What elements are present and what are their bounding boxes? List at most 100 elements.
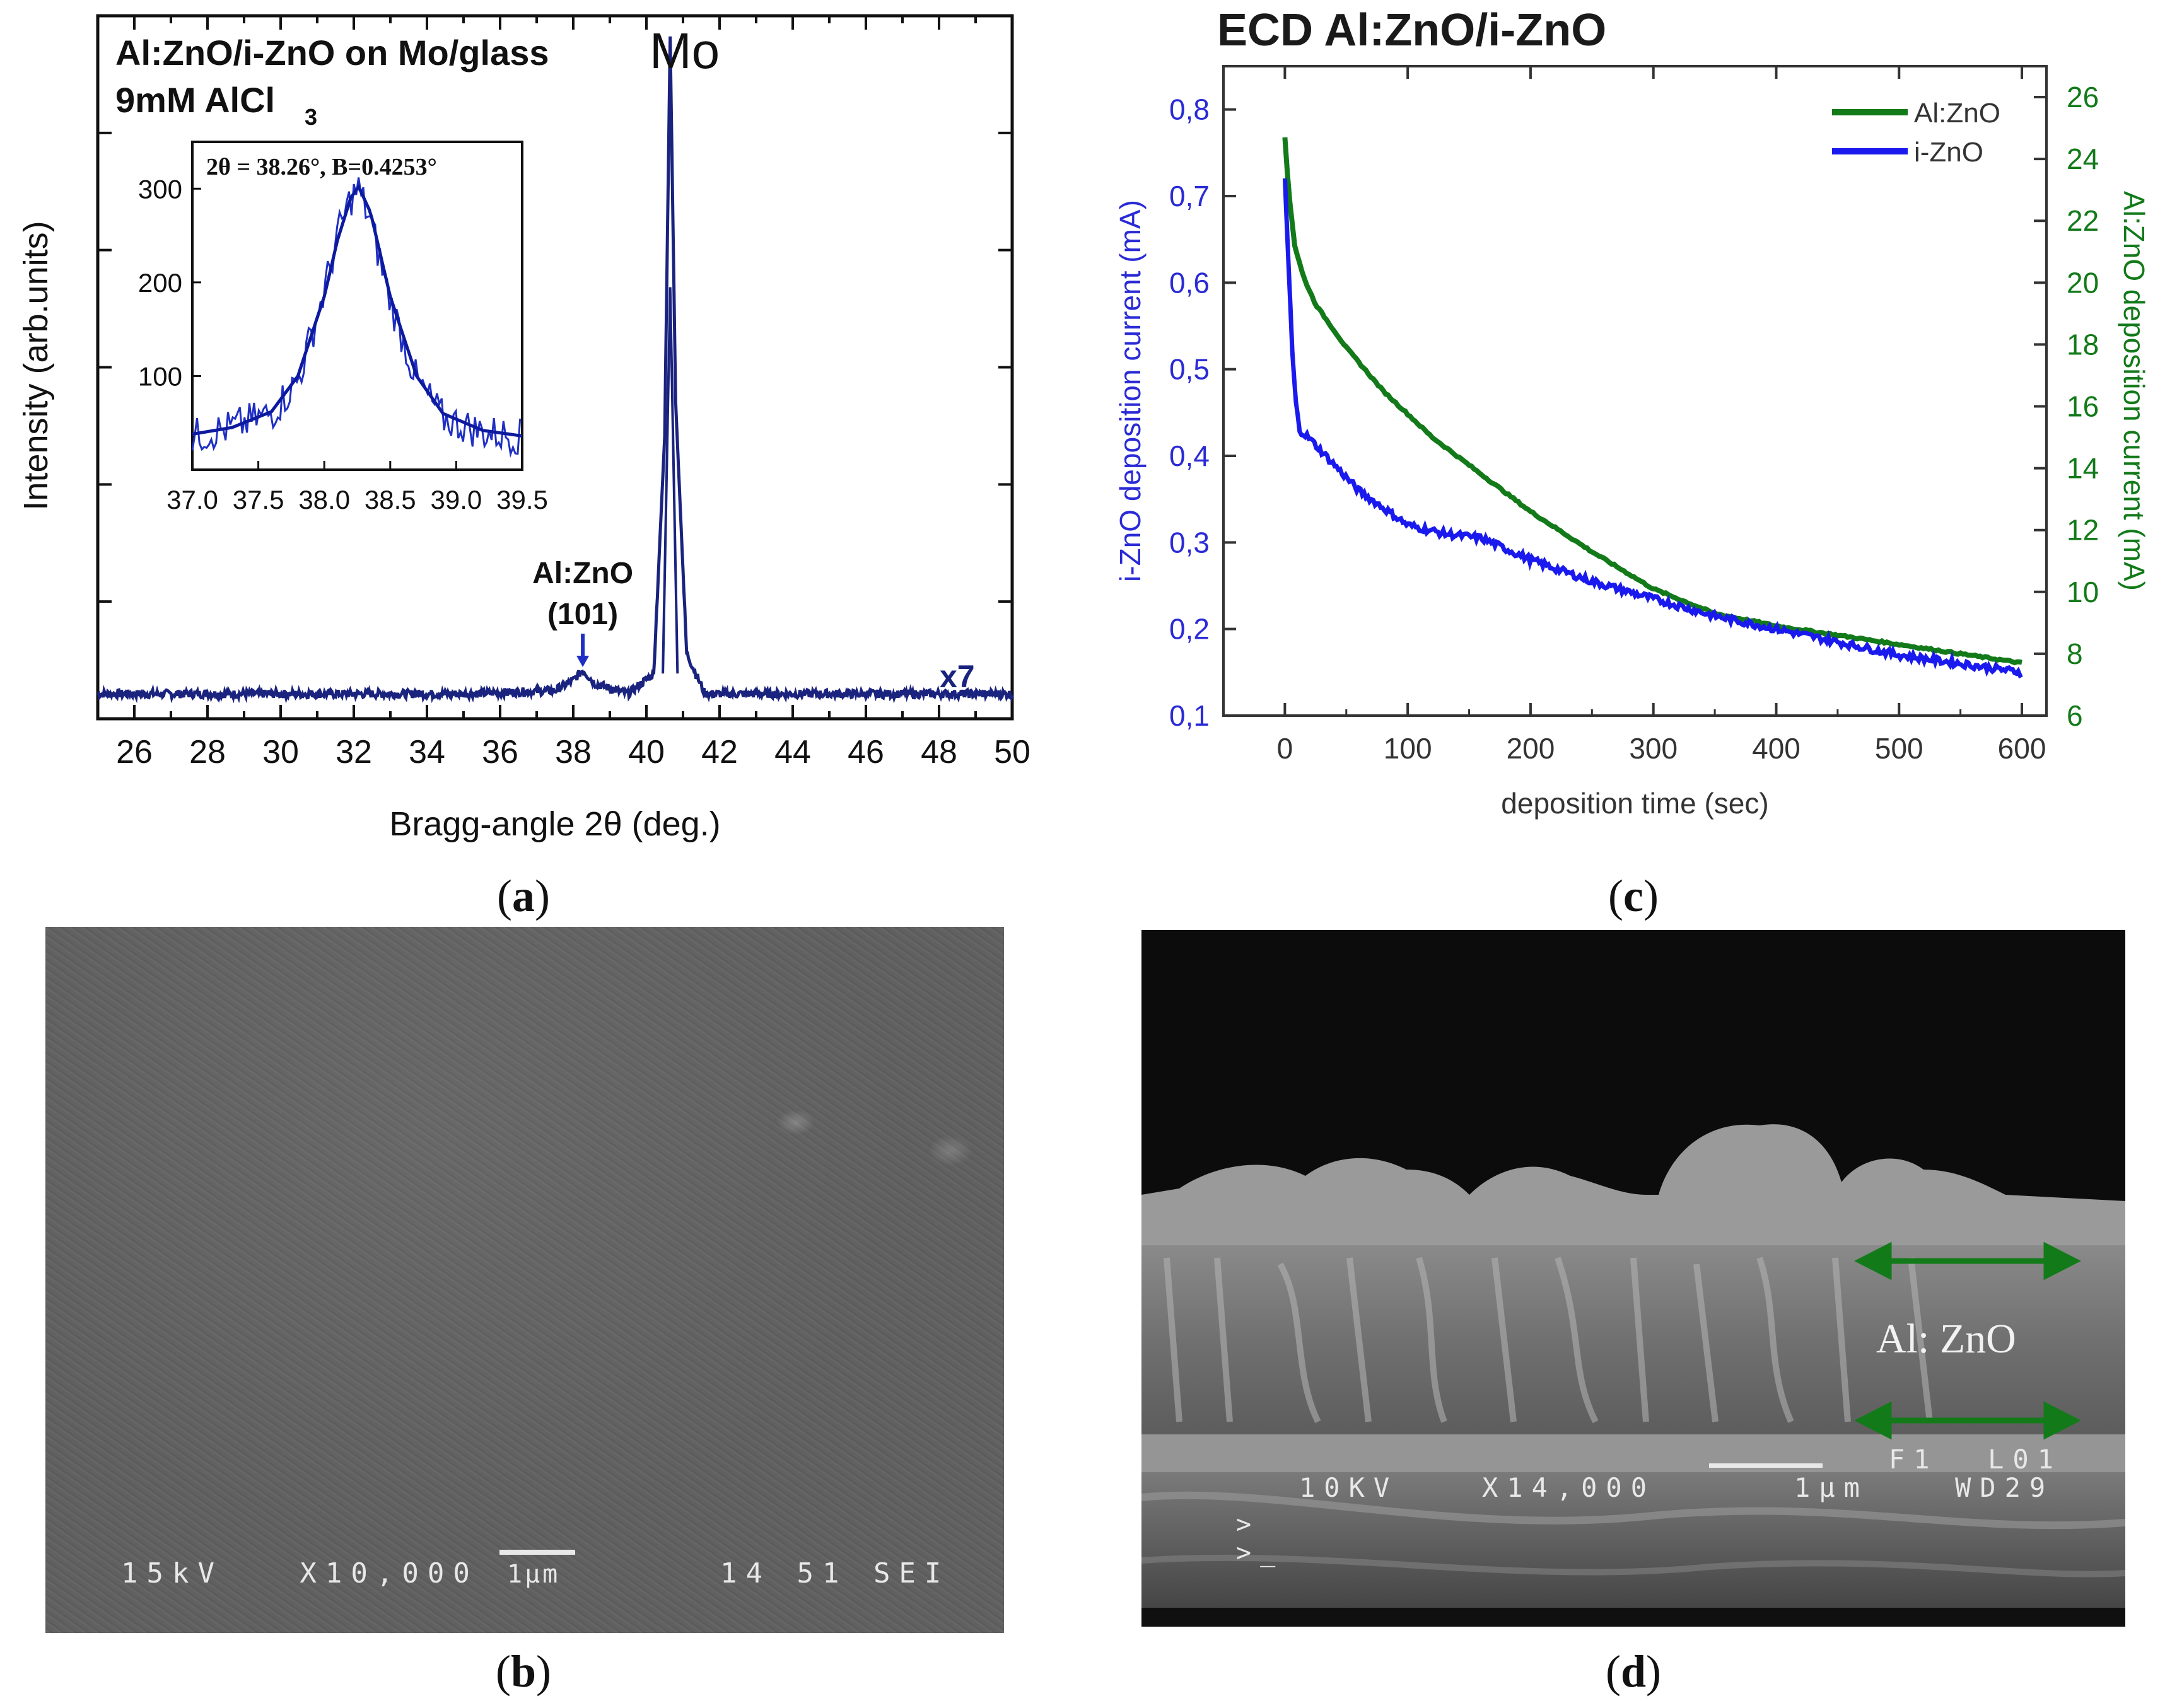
sem-image-top-view: 15kV X10,000 1μm 14 51 SEI	[45, 927, 1004, 1633]
x-tick-label: 500	[1875, 732, 1923, 765]
x-tick-label: 44	[774, 734, 811, 770]
x-tick-label: 42	[701, 734, 738, 770]
y-right-tick-label: 18	[2067, 328, 2099, 361]
x-tick-label: 30	[262, 734, 299, 770]
y-tick-label: 0,2	[1169, 613, 1210, 646]
inset-y-tick-label: 300	[138, 174, 182, 204]
inset-fit-line	[192, 183, 523, 438]
y-tick-label: 0,4	[1169, 439, 1210, 472]
y-axis-label: i-ZnO deposition current (mA)	[1114, 200, 1147, 582]
inset-y-tick-label: 100	[138, 361, 182, 391]
x-tick-label: 28	[189, 734, 226, 770]
x-tick-label: 36	[482, 734, 518, 770]
izno-series-line	[1282, 178, 2023, 679]
xrd-chart: 26 28 30 32 34 36 38 40 42 44 46 48 50 Bragg-angle 2θ…	[17, 14, 1030, 843]
y-right-tick-label: 10	[2067, 576, 2099, 608]
material-label: Al: ZnO	[1876, 1316, 2016, 1362]
sem-image-cross-section: Al: ZnO F1 L01 10KV X14,000 1μm WD29 > >…	[1141, 930, 2125, 1627]
inset-x-tick-label: 39.5	[496, 485, 548, 514]
y-tick-label: 0,1	[1169, 699, 1210, 732]
y-right-tick-label: 20	[2067, 266, 2099, 299]
sem-b-scale-bar	[499, 1550, 575, 1555]
x-tick-label: 200	[1507, 732, 1555, 765]
x-tick-label: 48	[921, 734, 957, 770]
ecd-chart: ECD Al:ZnO/i-ZnO 0 100 200 300 400 500 600 0,1 0,…	[1114, 5, 2151, 820]
x-axis-label: deposition time (sec)	[1501, 787, 1768, 820]
x-tick-label: 300	[1629, 732, 1678, 765]
y-right-tick-label: 22	[2067, 204, 2099, 237]
x-tick-label: 0	[1277, 732, 1293, 765]
xrd-peak-inner	[662, 287, 679, 674]
y-right-tick-label: 16	[2067, 390, 2099, 423]
thickness-arrow-bottom	[1854, 1401, 2081, 1440]
y-right-tick-label: 26	[2067, 81, 2099, 113]
inset-x-tick-label: 39.0	[431, 485, 482, 514]
y-tick-label: 0,7	[1169, 180, 1210, 212]
x-tick-label: 50	[994, 734, 1030, 770]
mo-peak-label: Mo	[650, 23, 720, 79]
sem-d-prompt: >	[1236, 1510, 1261, 1539]
y-tick-label: 0,6	[1169, 266, 1210, 299]
alzno-series-line	[1282, 137, 2022, 666]
alzno-peak-label: Al:ZnO	[532, 557, 633, 590]
x-tick-label: 40	[628, 734, 665, 770]
caption-b: (b)	[495, 1646, 551, 1697]
caption-c: (c)	[1608, 871, 1659, 921]
x-tick-label: 100	[1384, 732, 1432, 765]
substrate	[1141, 1472, 2125, 1627]
y-tick-label: 0,5	[1169, 353, 1210, 386]
x-tick-label: 32	[336, 734, 372, 770]
inset-x-tick-label: 38.5	[365, 485, 416, 514]
inset-annotation: 2θ = 38.26°, B=0.4253°	[206, 154, 437, 180]
sem-b-settings: 15kV X10,000	[121, 1557, 479, 1589]
legend-label-izno: i-ZnO	[1914, 137, 1983, 168]
y-right-tick-label: 14	[2067, 452, 2099, 485]
substrate-streaks	[1141, 1491, 2125, 1530]
y-right-tick-label: 24	[2067, 142, 2099, 175]
x-tick-label: 38	[555, 734, 592, 770]
caption-c-letter: c	[1623, 871, 1643, 921]
grain-columns	[1164, 1257, 1933, 1424]
sem-d-frame: F1 L01	[1889, 1444, 2063, 1475]
caption-b-letter: b	[510, 1646, 537, 1697]
caption-d: (d)	[1605, 1646, 1661, 1697]
chart-c-title: ECD Al:ZnO/i-ZnO	[1217, 5, 1606, 55]
x-tick-label: 600	[1998, 732, 2046, 765]
sem-d-scale-label: 1μm	[1794, 1472, 1869, 1503]
chart-a-title-line1: Al:ZnO/i-ZnO on Mo/glass	[115, 33, 549, 73]
surface-grains	[1141, 1124, 2125, 1283]
bottom-band	[1141, 1608, 2125, 1627]
chart-a-title-subscript: 3	[305, 104, 317, 130]
x-tick-label: 34	[409, 734, 445, 770]
x-tick-label: 400	[1752, 732, 1801, 765]
chart-a-title-line2: 9mM AlCl	[115, 80, 275, 120]
sem-d-kv: 10KV	[1299, 1472, 1399, 1503]
interface-band	[1141, 1434, 2125, 1472]
thickness-arrow-top	[1854, 1241, 2081, 1281]
sem-speck	[928, 1135, 972, 1166]
x-tick-label: 26	[116, 734, 153, 770]
inset-x-tick-label: 37.0	[166, 485, 218, 514]
x-tick-label: 46	[848, 734, 884, 770]
y-right-tick-label: 6	[2067, 699, 2083, 732]
scale-factor-label: x7	[940, 659, 975, 694]
y-right-tick-label: 12	[2067, 514, 2099, 547]
plot-frame	[1222, 65, 2048, 717]
legend-label-alzno: Al:ZnO	[1914, 98, 2000, 129]
caption-a: (a)	[497, 871, 550, 921]
alzno-peak-index: (101)	[547, 598, 618, 631]
y-right-tick-label: 8	[2067, 637, 2083, 670]
y-tick-label: 0,3	[1169, 526, 1210, 559]
caption-a-letter: a	[512, 871, 535, 921]
cross-section-illustration: Al: ZnO	[1141, 1124, 2125, 1627]
inset-x-tick-label: 38.0	[298, 485, 350, 514]
inset-y-tick-label: 200	[138, 268, 182, 298]
sem-b-scale-label: 1μm	[507, 1560, 561, 1589]
substrate-streaks	[1141, 1554, 2125, 1577]
sem-speck	[777, 1110, 815, 1135]
scale-bar	[1709, 1463, 1823, 1468]
sem-d-mag: X14,000	[1482, 1472, 1656, 1503]
sem-d-wd: WD29	[1955, 1472, 2055, 1503]
x-axis-label: Bragg-angle 2θ (deg.)	[389, 805, 720, 843]
y-tick-label: 0,8	[1169, 93, 1210, 126]
